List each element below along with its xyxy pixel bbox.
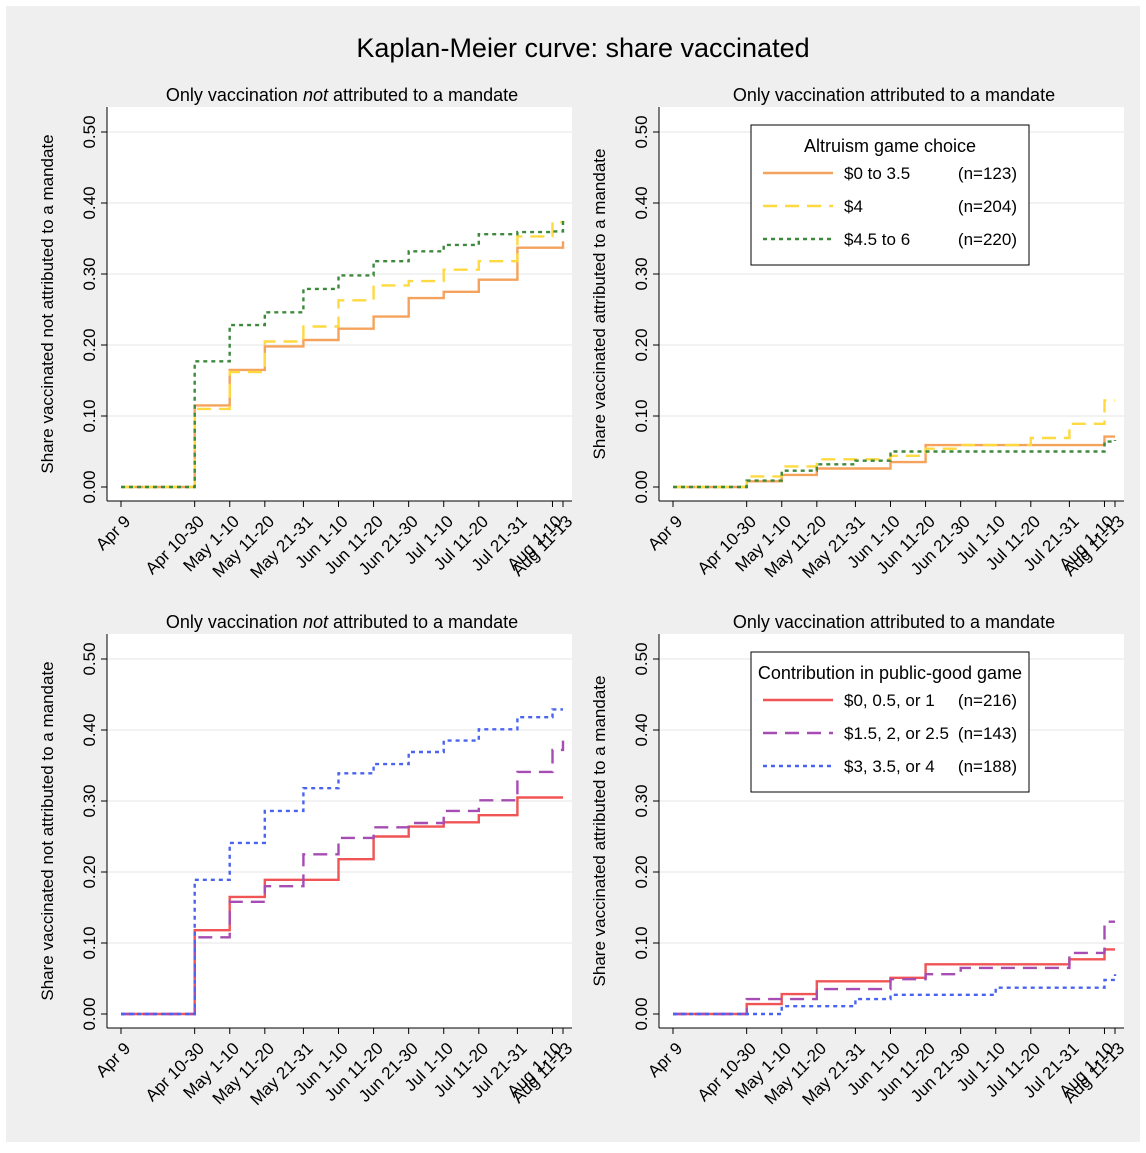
series-line-2 [673, 920, 1115, 1016]
legend: Contribution in public-good game $0, 0.5,… [750, 651, 1030, 793]
y-tick-label: 0.10 [632, 399, 651, 432]
y-tick-label: 0.30 [632, 257, 651, 290]
y-tick-label: 0.50 [632, 642, 651, 675]
legend-label: $4.5 to 6 [844, 230, 910, 249]
y-tick-label: 0.40 [632, 186, 651, 219]
y-axis-title: Share vaccinated attributed to a mandate [590, 676, 609, 987]
y-tick-label: 0.40 [80, 186, 99, 219]
y-tick-label: 0.30 [632, 784, 651, 817]
figure-title: Kaplan-Meier curve: share vaccinated [356, 33, 809, 63]
y-tick-label: 0.30 [80, 784, 99, 817]
panel-title: Only vaccination not attributed to a man… [166, 85, 518, 105]
legend-count: (n=123) [958, 164, 1017, 183]
y-tick-label: 0.30 [80, 257, 99, 290]
series-line-2 [121, 740, 565, 1016]
plot-area [107, 634, 572, 1028]
series-line-1 [121, 241, 565, 489]
legend-label: $0, 0.5, or 1 [844, 691, 935, 710]
legend-box [750, 651, 1030, 793]
series-line-2 [121, 220, 565, 489]
legend-label: $1.5, 2, or 2.5 [844, 724, 949, 743]
y-axis-title: Share vaccinated attributed to a mandate [590, 149, 609, 460]
legend-label: $3, 3.5, or 4 [844, 757, 935, 776]
y-tick-label: 0.10 [632, 926, 651, 959]
y-tick-label: 0.00 [80, 997, 99, 1030]
y-tick-label: 0.40 [632, 713, 651, 746]
y-tick-label: 0.10 [80, 399, 99, 432]
legend-label: $0 to 3.5 [844, 164, 910, 183]
y-tick-label: 0.20 [80, 855, 99, 888]
legend-title: Altruism game choice [804, 136, 976, 156]
y-tick-label: 0.50 [632, 115, 651, 148]
series-line-3 [673, 974, 1117, 1016]
y-tick-label: 0.50 [80, 115, 99, 148]
y-tick-label: 0.20 [80, 328, 99, 361]
legend-label: $4 [844, 197, 863, 216]
panel-title: Only vaccination attributed to a mandate [733, 85, 1055, 105]
y-axis-title: Share vaccinated not attributed to a man… [38, 134, 57, 473]
series-line-3 [673, 440, 1117, 489]
chart-panel-4: Only vaccination attributed to a mandate… [590, 612, 1128, 1109]
y-axis-title: Share vaccinated not attributed to a man… [38, 661, 57, 1000]
legend-count: (n=216) [958, 691, 1017, 710]
legend-count: (n=204) [958, 197, 1017, 216]
legend-count: (n=143) [958, 724, 1017, 743]
panel-title: Only vaccination not attributed to a man… [166, 612, 518, 632]
panel-title: Only vaccination attributed to a mandate [733, 612, 1055, 632]
series-line-3 [121, 220, 565, 489]
legend-title: Contribution in public-good game [758, 663, 1022, 683]
y-tick-label: 0.00 [632, 470, 651, 503]
y-tick-label: 0.00 [80, 470, 99, 503]
legend-count: (n=188) [958, 757, 1017, 776]
legend-count: (n=220) [958, 230, 1017, 249]
legend: Altruism game choice $0 to 3.5 (n=123) $4 (n… [750, 124, 1030, 266]
legend-box [750, 124, 1030, 266]
y-tick-label: 0.10 [80, 926, 99, 959]
y-tick-label: 0.00 [632, 997, 651, 1030]
y-tick-label: 0.20 [632, 855, 651, 888]
series-line-3 [121, 708, 563, 1016]
y-tick-label: 0.50 [80, 642, 99, 675]
y-tick-label: 0.40 [80, 713, 99, 746]
y-tick-label: 0.20 [632, 328, 651, 361]
